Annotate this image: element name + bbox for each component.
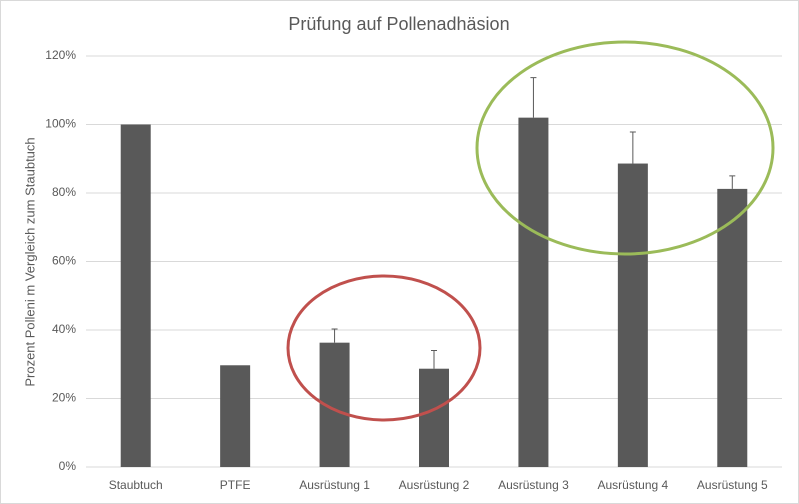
bar [220, 365, 251, 467]
x-tick-label: Ausrüstung 2 [399, 478, 470, 492]
y-tick-label: 0% [59, 459, 77, 473]
y-tick-label: 60% [52, 254, 76, 268]
error-bar [629, 131, 636, 164]
y-tick-label: 120% [45, 48, 76, 62]
y-tick-label: 20% [52, 391, 76, 405]
highlight-ellipse [286, 274, 482, 422]
bar [717, 188, 748, 467]
x-tick-label: PTFE [220, 478, 251, 492]
chart-title: Prüfung auf Pollenadhäsion [288, 14, 509, 34]
bar [518, 117, 549, 468]
x-tick-label: Ausrüstung 1 [299, 478, 370, 492]
y-tick-label: 40% [52, 322, 76, 336]
error-bar [729, 175, 736, 189]
x-tick-label: Ausrüstung 4 [597, 478, 668, 492]
bar [617, 163, 648, 468]
y-tick-label: 80% [52, 185, 76, 199]
bar [120, 124, 151, 467]
bar [419, 368, 449, 467]
error-bar [530, 77, 537, 118]
highlight-ellipse [475, 40, 775, 256]
x-tick-label: Staubtuch [109, 478, 163, 492]
y-tick-label: 100% [45, 117, 76, 131]
error-bar [431, 350, 437, 369]
x-tick-label: Ausrüstung 5 [697, 478, 768, 492]
y-axis-title: Prozent Polleni m Vergleich zum Staubtuc… [22, 137, 37, 386]
plot-area: 0% 20% 40% 60% 80% 100% 120% Staubtuch PTFE Ausrü… [45, 48, 782, 492]
x-tick-label: Ausrüstung 3 [498, 478, 569, 492]
error-bar [331, 328, 338, 343]
